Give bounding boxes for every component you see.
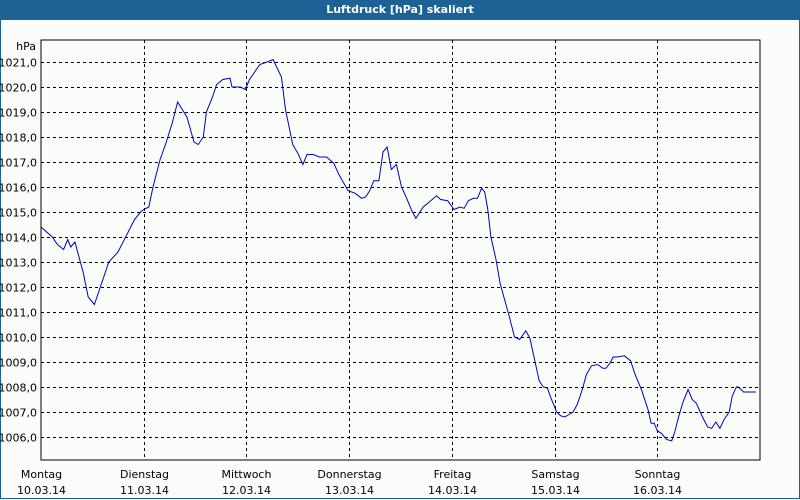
x-tick-day: Sonntag — [635, 468, 681, 481]
x-axis: Montag 10.03.14 Dienstag 11.03.14 Mittwoch 12… — [17, 468, 682, 497]
y-tick-label: 1006,0 — [0, 432, 37, 445]
plot-frame — [40, 39, 761, 461]
x-tick-day: Montag — [21, 468, 62, 481]
x-tick-day: Samstag — [531, 468, 579, 481]
y-tick-label: 1019,0 — [0, 107, 37, 120]
y-tick-label: 1016,0 — [0, 182, 37, 195]
x-tick-date: 10.03.14 — [17, 484, 66, 497]
y-tick-label: 1010,0 — [0, 332, 37, 345]
window-title: Luftdruck [hPa] skaliert — [0, 0, 800, 20]
x-tick-date: 16.03.14 — [633, 484, 682, 497]
x-tick-day: Dienstag — [120, 468, 169, 481]
y-tick-label: 1007,0 — [0, 407, 37, 420]
x-tick-date: 14.03.14 — [428, 484, 477, 497]
y-axis-unit-label: hPa — [16, 40, 36, 53]
y-tick-label: 1012,0 — [0, 282, 37, 295]
x-tick-date: 11.03.14 — [120, 484, 169, 497]
y-tick-label: 1013,0 — [0, 257, 37, 270]
x-tick-date: 15.03.14 — [531, 484, 580, 497]
grid-lines — [41, 40, 760, 460]
y-tick-label: 1020,0 — [0, 82, 37, 95]
x-tick-date: 13.03.14 — [325, 484, 374, 497]
y-tick-label: 1021,0 — [0, 57, 37, 70]
x-tick-day: Freitag — [434, 468, 472, 481]
y-tick-label: 1014,0 — [0, 232, 37, 245]
y-axis: hPa 1021,0 1020,0 1019,0 1018,0 1017,0 1016,0… — [0, 40, 37, 445]
y-tick-label: 1009,0 — [0, 357, 37, 370]
y-tick-label: 1015,0 — [0, 207, 37, 220]
y-tick-label: 1008,0 — [0, 382, 37, 395]
y-tick-label: 1018,0 — [0, 132, 37, 145]
y-tick-label: 1017,0 — [0, 157, 37, 170]
pressure-line — [40, 58, 756, 442]
x-tick-date: 12.03.14 — [222, 484, 271, 497]
x-tick-day: Donnerstag — [317, 468, 381, 481]
x-tick-day: Mittwoch — [222, 468, 272, 481]
y-tick-label: 1011,0 — [0, 307, 37, 320]
